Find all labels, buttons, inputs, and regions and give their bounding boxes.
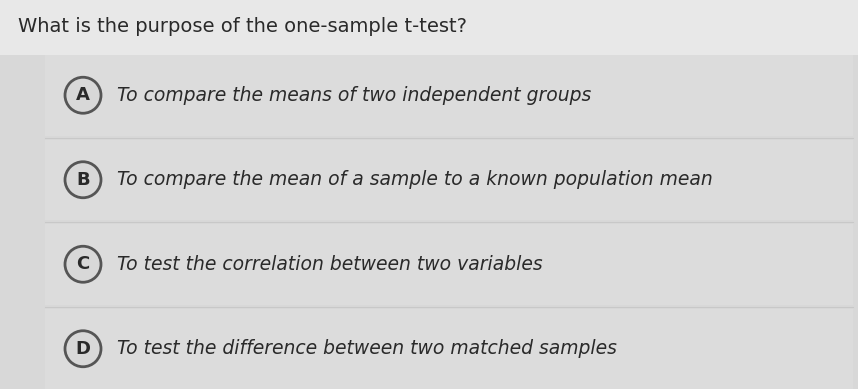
- Text: To test the difference between two matched samples: To test the difference between two match…: [117, 339, 617, 358]
- Circle shape: [65, 162, 101, 198]
- Circle shape: [65, 331, 101, 367]
- Circle shape: [65, 77, 101, 113]
- FancyBboxPatch shape: [45, 55, 853, 135]
- Text: To compare the mean of a sample to a known population mean: To compare the mean of a sample to a kno…: [117, 170, 713, 189]
- Text: To test the correlation between two variables: To test the correlation between two vari…: [117, 255, 542, 274]
- FancyBboxPatch shape: [45, 308, 853, 389]
- Circle shape: [65, 246, 101, 282]
- Text: What is the purpose of the one-sample t-test?: What is the purpose of the one-sample t-…: [18, 18, 467, 37]
- Text: C: C: [76, 255, 89, 273]
- FancyBboxPatch shape: [45, 140, 853, 220]
- FancyBboxPatch shape: [45, 224, 853, 305]
- FancyBboxPatch shape: [0, 55, 858, 389]
- Text: B: B: [76, 171, 90, 189]
- Text: To compare the means of two independent groups: To compare the means of two independent …: [117, 86, 591, 105]
- Text: D: D: [76, 340, 90, 358]
- Text: A: A: [76, 86, 90, 104]
